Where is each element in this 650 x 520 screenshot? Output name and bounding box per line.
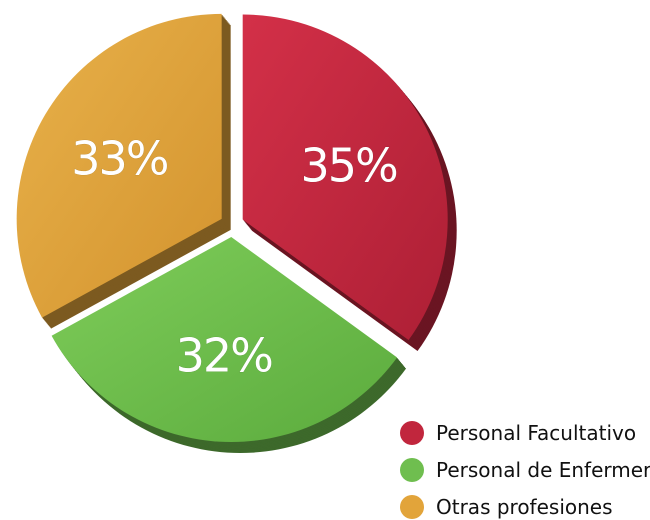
legend-swatch [400,421,424,445]
legend-label: Otras profesiones [436,495,613,519]
pie-slice-personal-facultativo [242,14,448,341]
pie-slice-personal-de-enfermer-a [51,236,398,442]
legend-swatch [400,495,424,519]
slice-value-label: 33% [71,131,168,185]
legend-swatch [400,458,424,482]
legend-item: Otras profesiones [400,495,613,519]
slice-value-label: 35% [301,139,398,193]
legend-item: Personal de Enfermería [400,458,650,482]
legend-item: Personal Facultativo [400,421,636,445]
slice-value-label: 32% [176,329,273,383]
legend: Personal Facultativo Personal de Enfermer… [400,421,650,519]
pie-slice-otras-profesiones [16,13,222,318]
legend-label: Personal de Enfermería [436,458,650,482]
legend-label: Personal Facultativo [436,421,636,445]
